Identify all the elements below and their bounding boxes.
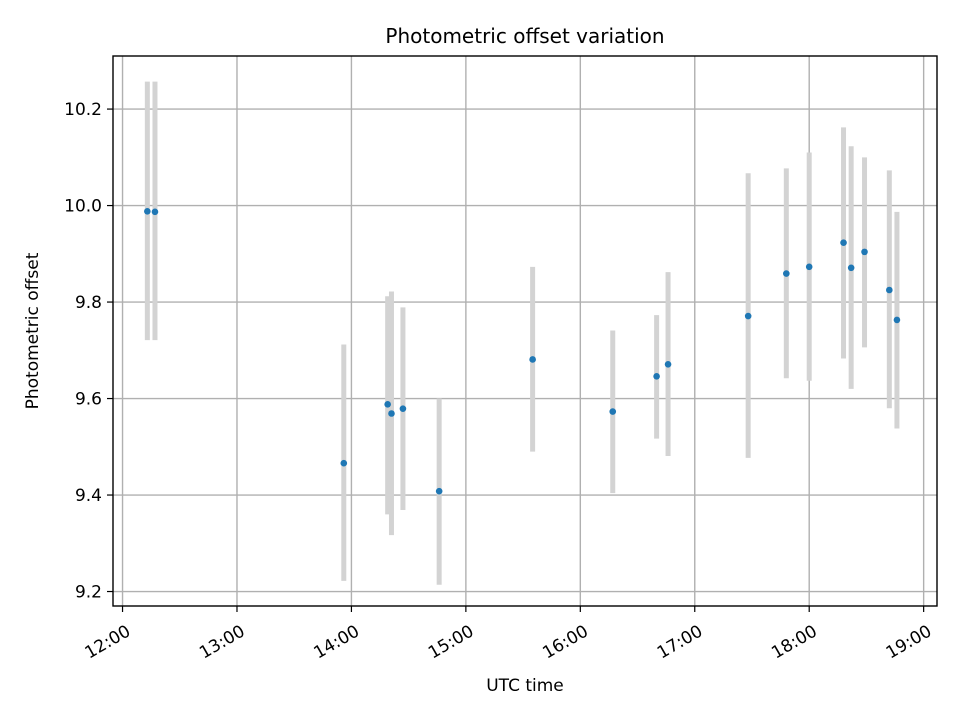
data-point bbox=[609, 408, 617, 415]
y-axis-title: Photometric offset bbox=[23, 252, 43, 409]
chart-title: Photometric offset variation bbox=[385, 24, 664, 48]
x-tick-label: 15:00 bbox=[425, 621, 477, 663]
data-point bbox=[653, 373, 660, 380]
grid bbox=[113, 56, 937, 606]
data-point bbox=[151, 208, 159, 216]
data-points bbox=[144, 208, 901, 495]
data-point bbox=[664, 360, 672, 368]
data-point bbox=[805, 263, 813, 271]
errorbars bbox=[144, 81, 900, 585]
y-tick-label: 10.2 bbox=[64, 100, 102, 120]
x-tick-label: 13:00 bbox=[196, 621, 248, 663]
data-point bbox=[847, 264, 855, 272]
plot-frame bbox=[112, 55, 938, 607]
x-axis-title: UTC time bbox=[486, 676, 564, 696]
x-tick-label: 16:00 bbox=[539, 621, 591, 663]
y-tick-label: 9.2 bbox=[75, 583, 102, 603]
axis-ticks: 12:00 13:00 14:00 15:00 16:00 17:00 18:00 19:00… bbox=[64, 100, 935, 663]
data-point bbox=[840, 239, 847, 247]
data-point bbox=[399, 405, 407, 412]
data-point bbox=[861, 248, 868, 256]
x-tick-label: 12:00 bbox=[82, 621, 134, 663]
x-tick-label: 18:00 bbox=[768, 621, 820, 663]
y-tick-label: 10.0 bbox=[64, 197, 102, 217]
x-tick-label: 14:00 bbox=[311, 621, 363, 663]
y-tick-label: 9.6 bbox=[75, 390, 102, 410]
data-point bbox=[384, 401, 391, 408]
x-tick-label: 17:00 bbox=[654, 621, 706, 663]
x-tick-label: 19:00 bbox=[883, 621, 935, 663]
data-point bbox=[435, 487, 443, 495]
data-point bbox=[388, 410, 395, 417]
data-point bbox=[744, 312, 752, 320]
data-point bbox=[886, 286, 893, 294]
data-point bbox=[893, 316, 901, 324]
data-point bbox=[144, 208, 151, 215]
data-point bbox=[783, 270, 790, 277]
y-tick-label: 9.4 bbox=[75, 486, 102, 506]
y-tick-label: 9.8 bbox=[75, 293, 102, 313]
data-point bbox=[340, 459, 348, 467]
data-point bbox=[529, 356, 536, 363]
